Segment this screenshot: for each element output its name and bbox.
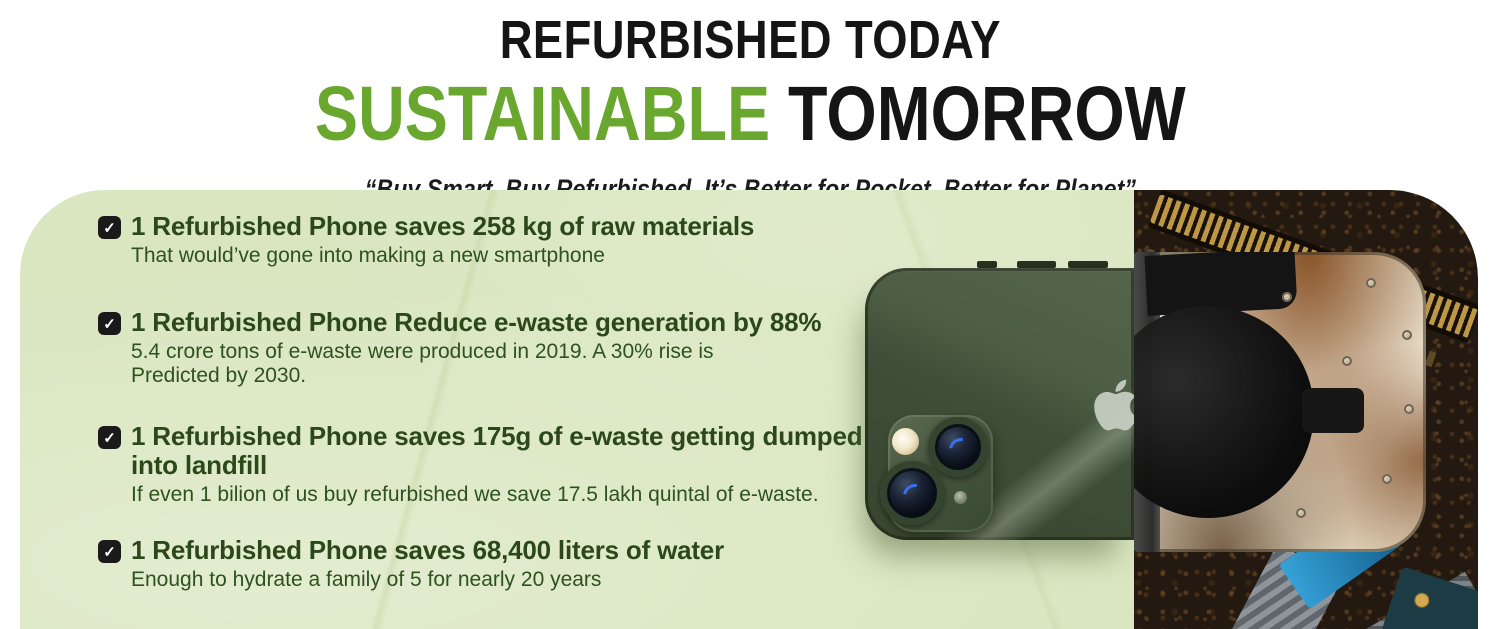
camera-lens-icon — [880, 461, 944, 525]
screw-icon — [1366, 278, 1376, 288]
charging-coil — [1134, 306, 1314, 518]
screw-icon — [1404, 404, 1414, 414]
phone-side-button — [977, 261, 997, 268]
checkbox-checked-icon: ✓ — [98, 216, 121, 239]
headline-line1: REFURBISHED TODAY — [0, 12, 1500, 82]
item-title: 1 Refurbished Phone Reduce e-waste gener… — [131, 307, 822, 337]
checklist-item-landfill: ✓ 1 Refurbished Phone saves 175g of e-wa… — [98, 421, 863, 507]
checkbox-checked-icon: ✓ — [98, 426, 121, 449]
screw-icon — [1382, 474, 1392, 484]
title-line: 1 Refurbished Phone saves 175g of e-wast… — [131, 421, 863, 451]
subtitle-line: Predicted by 2030. — [131, 364, 307, 387]
checklist-item-ewaste-generation: ✓ 1 Refurbished Phone Reduce e-waste gen… — [98, 307, 822, 388]
headline-line2-text: SUSTAINABLE TOMORROW — [315, 76, 1186, 153]
checkbox-checked-icon: ✓ — [98, 540, 121, 563]
checkmark-glyph: ✓ — [103, 315, 116, 333]
checklist-item-raw-materials: ✓ 1 Refurbished Phone saves 258 kg of ra… — [98, 212, 754, 268]
camera-module — [880, 415, 993, 532]
screw-icon — [1296, 508, 1306, 518]
item-title: 1 Refurbished Phone saves 175g of e-wast… — [131, 421, 863, 480]
screw-icon — [1402, 330, 1412, 340]
apple-logo-icon — [1094, 379, 1134, 431]
item-text: 1 Refurbished Phone saves 258 kg of raw … — [131, 212, 754, 268]
title-line: 1 Refurbished Phone saves 68,400 liters … — [131, 535, 724, 565]
item-subtitle: If even 1 bilion of us buy refurbished w… — [131, 483, 862, 507]
headline-line2: SUSTAINABLE TOMORROW — [0, 76, 1500, 168]
checkmark-glyph: ✓ — [103, 219, 116, 237]
headline-highlight: SUSTAINABLE — [314, 71, 770, 157]
title-line: into landfill — [131, 450, 268, 480]
screw-icon — [1282, 292, 1292, 302]
item-subtitle: Enough to hydrate a family of 5 for near… — [131, 568, 724, 592]
item-title: 1 Refurbished Phone saves 258 kg of raw … — [131, 212, 754, 241]
green-phone-image — [865, 268, 1134, 540]
item-text: 1 Refurbished Phone saves 175g of e-wast… — [131, 421, 863, 507]
item-subtitle: That would’ve gone into making a new sma… — [131, 244, 754, 268]
item-subtitle: 5.4 crore tons of e-waste were produced … — [131, 340, 821, 388]
checkbox-checked-icon: ✓ — [98, 312, 121, 335]
checkmark-glyph: ✓ — [103, 429, 116, 447]
subtitle-line: That would’ve gone into making a new sma… — [131, 244, 605, 267]
chassis-connector — [1302, 388, 1364, 433]
subtitle-line: Enough to hydrate a family of 5 for near… — [131, 568, 602, 591]
lens-glint — [944, 433, 978, 467]
item-text: 1 Refurbished Phone Reduce e-waste gener… — [131, 307, 822, 388]
item-title: 1 Refurbished Phone saves 68,400 liters … — [131, 536, 724, 565]
phone-side-button — [1017, 261, 1056, 268]
title-line: 1 Refurbished Phone Reduce e-waste gener… — [131, 307, 822, 337]
flash-icon — [892, 428, 919, 455]
checkmark-glyph: ✓ — [103, 543, 116, 561]
ewaste-phone-chassis — [1134, 252, 1426, 552]
eco-panel: ✓ 1 Refurbished Phone saves 258 kg of ra… — [20, 190, 1478, 629]
item-text: 1 Refurbished Phone saves 68,400 liters … — [131, 536, 724, 592]
banner-header: REFURBISHED TODAY SUSTAINABLE TOMORROW “… — [0, 12, 1500, 213]
phone-side-button — [1068, 261, 1108, 268]
headline-line1-text: REFURBISHED TODAY — [499, 10, 1001, 70]
camera-lens-icon — [928, 417, 988, 477]
microphone-dot-icon — [954, 491, 967, 504]
title-line: 1 Refurbished Phone saves 258 kg of raw … — [131, 211, 755, 241]
checklist-item-water: ✓ 1 Refurbished Phone saves 68,400 liter… — [98, 536, 724, 592]
headline-rest: TOMORROW — [769, 71, 1186, 157]
subtitle-line: If even 1 bilion of us buy refurbished w… — [131, 483, 819, 506]
screw-icon — [1342, 356, 1352, 366]
lens-glint — [898, 479, 932, 513]
subtitle-line: 5.4 crore tons of e-waste were produced … — [131, 340, 714, 363]
